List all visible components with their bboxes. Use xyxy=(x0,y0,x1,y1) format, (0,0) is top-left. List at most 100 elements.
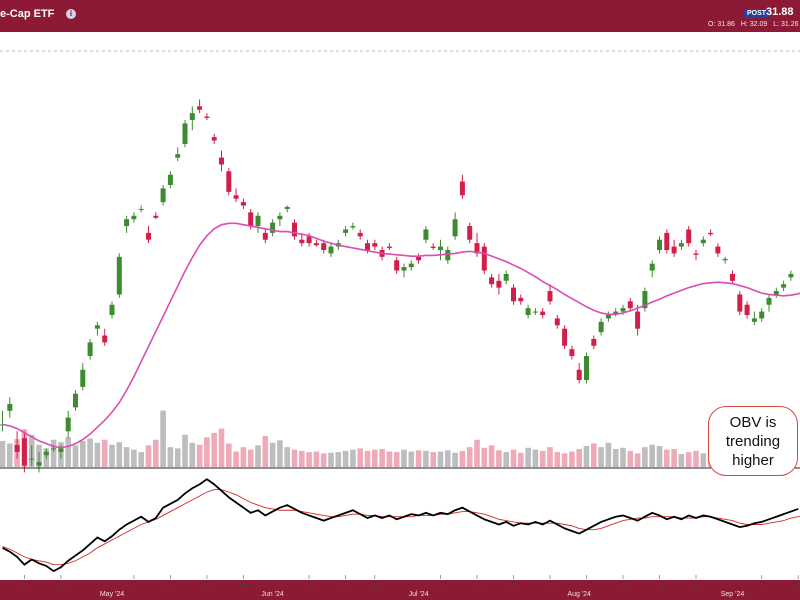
candle-body xyxy=(715,246,721,254)
volume-bar xyxy=(569,451,575,467)
volume-bars xyxy=(0,410,794,467)
post-market-badge: POST xyxy=(744,9,770,18)
volume-bar xyxy=(153,439,159,467)
month-label: Jun '24 xyxy=(261,591,283,598)
candle-body xyxy=(569,349,575,357)
volume-bar xyxy=(145,445,152,467)
volume-bar xyxy=(262,436,269,467)
candle-body xyxy=(36,462,42,466)
volume-bar xyxy=(401,449,407,467)
candle-body xyxy=(423,229,429,240)
volume-bar xyxy=(350,449,356,467)
volume-bar xyxy=(233,451,239,467)
info-icon[interactable]: i xyxy=(66,9,76,19)
x-tick-label: 12 xyxy=(619,583,627,590)
volume-bar xyxy=(306,452,312,467)
volume-bar xyxy=(466,447,473,467)
volume-bar xyxy=(445,450,451,467)
candle-body xyxy=(116,256,122,295)
candle-body xyxy=(386,246,392,248)
candle-body xyxy=(408,263,414,268)
candle-body xyxy=(321,243,327,250)
volume-bar xyxy=(328,452,334,467)
candle-body xyxy=(29,458,35,460)
candle-body xyxy=(270,222,276,233)
obv-line xyxy=(2,478,799,573)
candle-body xyxy=(751,318,757,322)
candle-body xyxy=(292,222,297,237)
volume-bar xyxy=(240,447,247,467)
volume-bar xyxy=(437,451,444,467)
volume-bar xyxy=(320,453,327,467)
candle-body xyxy=(262,232,268,240)
volume-bar xyxy=(488,445,495,467)
x-tick-label: 8 xyxy=(439,583,443,590)
volume-bar xyxy=(174,448,181,467)
candle-body xyxy=(416,256,422,261)
candle-body xyxy=(219,157,224,165)
candle-body xyxy=(525,308,531,315)
volume-bar xyxy=(255,445,261,467)
candle-body xyxy=(131,215,137,220)
candle-body xyxy=(540,311,546,315)
x-tick-label: 9 xyxy=(760,583,764,590)
candle-body xyxy=(109,304,115,315)
volume-bar xyxy=(189,442,196,467)
candle-body xyxy=(744,304,750,315)
candle-body xyxy=(627,301,633,309)
candle-body xyxy=(562,328,568,346)
volume-bar xyxy=(299,450,305,467)
month-label: May '24 xyxy=(100,591,124,598)
high-value: H: 32.09 xyxy=(740,21,768,28)
candle-body xyxy=(635,311,641,329)
header-bar: e-Cap ETF i POST 31.88 O: 31.86 H: 32.09… xyxy=(0,0,800,32)
candle-body xyxy=(197,106,203,110)
x-tick-label: 17 xyxy=(342,583,350,590)
candle-body xyxy=(80,369,86,387)
month-axis-bar xyxy=(0,580,800,600)
candle-body xyxy=(788,273,794,278)
candle-body xyxy=(226,171,232,192)
volume-bar xyxy=(247,449,254,467)
volume-bar xyxy=(116,442,123,467)
candle-body xyxy=(277,215,283,220)
candle-body xyxy=(766,297,772,305)
volume-bar xyxy=(50,439,57,467)
candle-body xyxy=(14,445,20,452)
volume-bar xyxy=(218,428,225,467)
candle-body xyxy=(299,239,305,244)
volume-bar xyxy=(561,453,568,467)
x-tick-label: 26 xyxy=(692,583,700,590)
candle-body xyxy=(605,315,611,319)
open-value: O: 31.86 xyxy=(708,21,735,28)
volume-bar xyxy=(700,453,707,467)
volume-bar xyxy=(620,447,626,467)
candle-body xyxy=(511,287,516,302)
volume-bar xyxy=(211,432,217,467)
candle-body xyxy=(138,208,144,210)
candle-body xyxy=(642,291,648,309)
volume-bar xyxy=(182,434,188,467)
volume-bar xyxy=(664,449,670,467)
month-label: Jul '24 xyxy=(409,591,429,598)
candle-body xyxy=(664,232,670,250)
candle-body xyxy=(700,239,706,244)
candle-body xyxy=(160,188,166,203)
volume-bar xyxy=(503,452,509,467)
volume-bar xyxy=(459,450,466,467)
candle-body xyxy=(452,219,458,237)
x-tick-label: 10 xyxy=(305,583,313,590)
candle-body xyxy=(350,226,356,228)
candle-body xyxy=(204,116,210,118)
volume-bar xyxy=(496,450,502,467)
candle-body xyxy=(576,369,582,380)
volume-bar xyxy=(123,447,130,467)
volume-bar xyxy=(656,445,663,467)
candle-body xyxy=(372,243,378,247)
candlesticks xyxy=(0,99,794,473)
candle-body xyxy=(547,291,553,302)
x-tick-label: 28 xyxy=(240,583,248,590)
volume-bar xyxy=(386,451,393,467)
candle-body xyxy=(649,263,655,271)
